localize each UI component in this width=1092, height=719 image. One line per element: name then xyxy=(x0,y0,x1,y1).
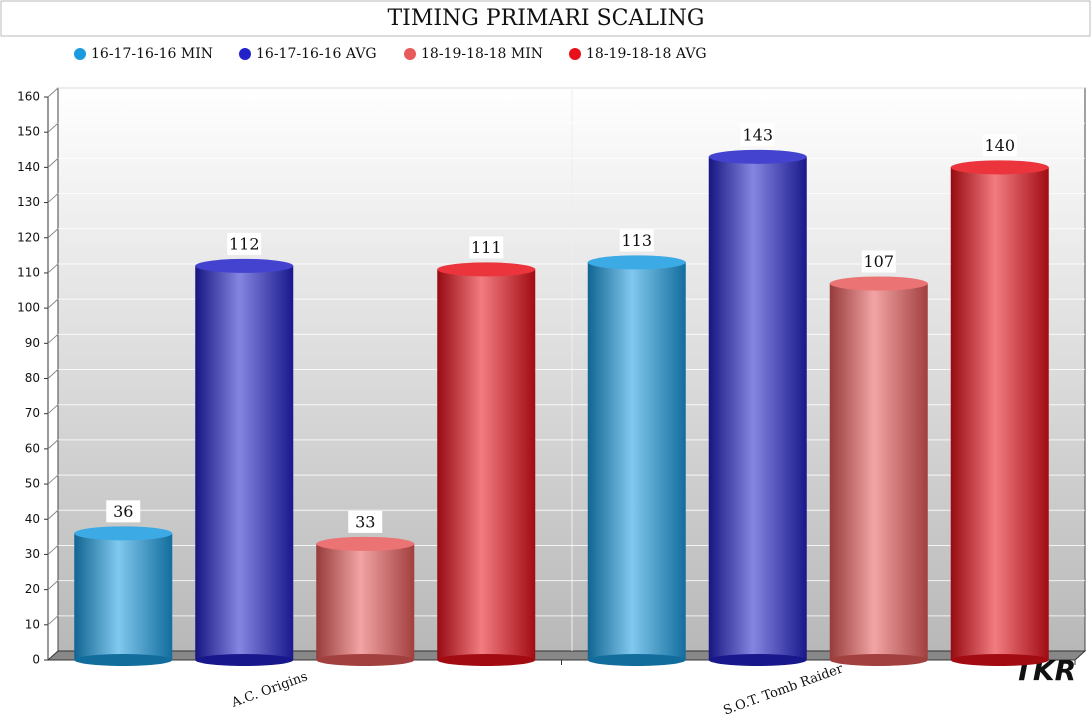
y-tick-label: 120 xyxy=(17,230,40,244)
bar-base xyxy=(587,654,686,666)
grid-line xyxy=(47,158,59,168)
value-label: 113 xyxy=(621,231,652,250)
value-label: 107 xyxy=(863,252,894,271)
grid-line xyxy=(47,333,59,344)
value-label-box xyxy=(982,134,1017,157)
title-bar xyxy=(0,0,1091,37)
bar-base xyxy=(316,654,415,666)
chart-title: TIMING PRIMARI SCALING xyxy=(387,6,704,31)
bar-top xyxy=(829,276,928,291)
y-tick-label: 80 xyxy=(25,371,40,385)
value-label: 33 xyxy=(355,512,375,531)
y-tick-label: 50 xyxy=(25,477,40,491)
bar xyxy=(74,533,173,660)
y-tick-label: 70 xyxy=(25,406,40,420)
grid-line xyxy=(47,509,59,520)
bar xyxy=(708,156,807,660)
grid-line xyxy=(47,263,59,274)
value-label-box xyxy=(740,123,775,146)
grid-line xyxy=(47,228,59,239)
y-tick-label: 90 xyxy=(25,336,40,350)
bar-base xyxy=(195,654,294,666)
bar-top xyxy=(708,149,807,164)
value-label-box xyxy=(348,510,383,533)
value-label-box xyxy=(227,232,262,255)
bar-top xyxy=(437,262,536,277)
bar-top xyxy=(587,255,686,270)
grid-line xyxy=(47,298,59,309)
y-tick-label: 130 xyxy=(17,195,40,209)
grid-line xyxy=(47,580,59,590)
bar xyxy=(195,265,294,660)
y-tick-label: 160 xyxy=(17,90,40,104)
value-label: 140 xyxy=(984,136,1015,155)
bar-base xyxy=(74,654,173,666)
y-tick-label: 60 xyxy=(25,441,40,455)
value-label: 143 xyxy=(742,125,773,144)
legend-label: 18-19-18-18 AVG xyxy=(586,46,707,62)
bar-base xyxy=(950,654,1049,666)
bar-top xyxy=(195,258,294,273)
legend-swatch xyxy=(239,48,251,60)
y-tick-label: 110 xyxy=(17,265,40,279)
y-tick-label: 140 xyxy=(17,160,40,174)
grid-line xyxy=(47,404,59,415)
legend-swatch xyxy=(404,48,416,60)
value-label-box xyxy=(619,229,654,252)
bar xyxy=(587,262,686,660)
bar xyxy=(437,269,536,660)
value-label: 112 xyxy=(229,234,260,253)
bar xyxy=(316,543,415,660)
grid-line xyxy=(47,615,59,626)
value-label-box xyxy=(861,250,896,273)
y-tick-label: 150 xyxy=(17,125,40,139)
grid-line xyxy=(47,474,59,485)
legend-swatch xyxy=(569,48,581,60)
value-label: 111 xyxy=(471,238,502,257)
y-tick-label: 10 xyxy=(25,617,40,631)
legend-label: 16-17-16-16 MIN xyxy=(91,46,213,62)
y-tick-label: 0 xyxy=(32,653,40,667)
y-tick-label: 100 xyxy=(17,301,40,315)
bar-base xyxy=(437,654,536,666)
grid-line xyxy=(47,87,59,98)
bar-base xyxy=(708,654,807,666)
y-tick-label: 40 xyxy=(25,512,40,526)
grid-line xyxy=(47,439,59,450)
bar xyxy=(950,167,1049,660)
value-label: 36 xyxy=(113,502,133,521)
grid-line xyxy=(47,193,59,203)
y-tick-label: 20 xyxy=(25,582,40,596)
value-label-box xyxy=(106,500,141,523)
legend-swatch xyxy=(74,48,86,60)
grid-line xyxy=(47,369,59,379)
x-tick-label: S.O.T. Tomb Raider xyxy=(721,661,845,719)
bar-top xyxy=(316,536,415,551)
bar-top xyxy=(74,526,173,541)
bar-top xyxy=(950,160,1049,175)
bar xyxy=(829,283,928,660)
legend-label: 16-17-16-16 AVG xyxy=(256,46,377,62)
value-label-box xyxy=(469,236,504,259)
grid-line xyxy=(47,122,59,133)
x-tick-label: A.C. Origins xyxy=(229,669,310,711)
bar-base xyxy=(829,654,928,666)
grid-line xyxy=(47,545,59,555)
y-tick-label: 30 xyxy=(25,547,40,561)
legend-label: 18-19-18-18 MIN xyxy=(421,46,543,62)
